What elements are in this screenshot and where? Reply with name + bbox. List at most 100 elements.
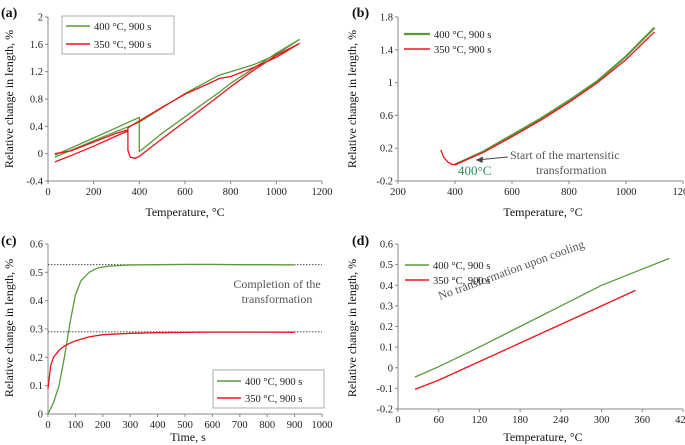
- panel-label-d: (d): [352, 234, 369, 249]
- panel-a-ytick-label-1: 0: [38, 149, 43, 160]
- panel-a-xtick-label-4: 800: [223, 187, 239, 198]
- panel-d-xtick-label-0: 0: [395, 415, 400, 426]
- panel-d-ytick-label-8: 0.6: [380, 240, 393, 251]
- panel-b-annotation-line1: Start of the martensitic: [510, 148, 620, 162]
- panel-d-legend-350: 350 °C, 900 s: [433, 276, 490, 287]
- panel-d-ytick-label-0: -0.2: [376, 405, 393, 416]
- panel-c-ytick-label-5: 0.5: [30, 268, 43, 279]
- panel-a-ytick-label-0: -0.4: [26, 177, 43, 188]
- panel-d-xtick-label-6: 360: [634, 415, 650, 426]
- panel-c-xtick-label-0: 0: [45, 420, 50, 431]
- panel-a-legend-350: 350 °C, 900 s: [94, 40, 151, 51]
- panel-a-xtick-label-6: 1200: [312, 187, 333, 198]
- panel-b-xtick-label-3: 800: [561, 187, 577, 198]
- panel-d-legend-400: 400 °C, 900 s: [433, 261, 490, 272]
- panel-b-series-400: [454, 26, 656, 166]
- panel-a-ytick-label-6: 2: [38, 13, 43, 24]
- panel-c-ytick-label-6: 0.6: [30, 240, 43, 251]
- panel-a-xtick-label-3: 600: [177, 187, 193, 198]
- panel-b-xtick-label-1: 400: [447, 187, 463, 198]
- panel-a-xtick-label-5: 1000: [266, 187, 287, 198]
- panel-c-ytick-label-4: 0.4: [30, 296, 44, 307]
- panel-b-xtick-label-5: 1200: [673, 187, 685, 198]
- panel-d-ytick-label-4: 0.2: [380, 322, 393, 333]
- panel-b: 200 400 600 800 1000 1200 -0.2 0.2 0.6 1 1.4 1.8 Te…: [345, 13, 685, 220]
- panel-b-arrow-head: [476, 156, 483, 163]
- panel-d-series-400: [414, 257, 670, 378]
- panel-c-xlabel: Time, s: [170, 430, 206, 444]
- panel-a-series-400: [54, 38, 300, 158]
- panel-d-xtick-label-2: 120: [472, 415, 488, 426]
- panel-c: 0 100 200 300 400 500 600 700 800 900 1000 0 0.1 0.2 0…: [2, 240, 333, 445]
- panel-c-ytick-label-2: 0.2: [30, 353, 43, 364]
- panel-c-xtick-label-5: 500: [177, 420, 193, 431]
- panel-c-series-350: [47, 331, 295, 389]
- panel-c-plot: 0 100 200 300 400 500 600 700 800 900 1000 0 0.1 0.2 0…: [30, 240, 333, 432]
- panel-c-ytick-label-1: 0.1: [30, 381, 43, 392]
- panel-a-ytick-label-5: 1.6: [30, 40, 43, 51]
- panel-c-ytick-label-3: 0.3: [30, 325, 43, 336]
- panel-d-xtick-label-1: 60: [433, 415, 444, 426]
- panel-c-xtick-label-3: 300: [122, 420, 138, 431]
- panel-b-series-350: [440, 31, 655, 166]
- panel-c-ylabel: Relative change in length, %: [2, 259, 16, 397]
- panel-b-annotation-line2: transformation: [536, 163, 607, 177]
- panel-label-a: (a): [1, 6, 18, 21]
- panel-c-xtick-label-10: 1000: [312, 420, 333, 431]
- panel-d-ytick-label-6: 0.4: [380, 281, 394, 292]
- panel-d-series-350: [414, 289, 636, 391]
- panel-d-ytick-label-3: 0.1: [380, 343, 393, 354]
- panel-d-ytick-label-1: -0.1: [376, 384, 393, 395]
- panel-a-ytick-label-3: 0.8: [30, 95, 43, 106]
- panel-a-legend-box: [61, 15, 175, 55]
- panel-a-xtick-label-2: 400: [131, 187, 147, 198]
- panel-a-ytick-label-4: 1.2: [30, 67, 43, 78]
- panel-d-xlabel: Temperature, °C: [503, 430, 582, 444]
- panel-c-xtick-label-4: 400: [150, 420, 166, 431]
- panel-a: 0 200 400 600 800 1000 1200-0.400.40.81.21.62 …: [2, 13, 333, 220]
- panel-b-plot: 200 400 600 800 1000 1200 -0.2 0.2 0.6 1 1.4 1.8: [376, 13, 685, 199]
- panel-d-ytick-label-2: 0: [388, 363, 393, 374]
- panel-c-xtick-label-6: 600: [205, 420, 221, 431]
- panel-d-legend: 400 °C, 900 s 350 °C, 900 s: [405, 261, 490, 287]
- panel-c-xtick-label-9: 900: [287, 420, 303, 431]
- panel-d-xtick-label-3: 180: [512, 415, 528, 426]
- panel-c-legend: 400 °C, 900 s 350 °C, 900 s: [212, 369, 325, 409]
- panel-a-xlabel: Temperature, °C: [145, 205, 224, 219]
- panel-b-annotation-start: Start of the martensitic transformation: [510, 148, 623, 177]
- panel-b-xtick-label-0: 200: [390, 187, 406, 198]
- panel-c-series-400: [47, 263, 295, 415]
- panel-b-ytick-label-1: 0.2: [380, 144, 393, 155]
- panel-d-xtick-label-5: 300: [594, 415, 610, 426]
- panel-b-ytick-label-2: 0.6: [380, 111, 393, 122]
- panel-b-ytick-label-0: -0.2: [376, 177, 393, 188]
- panel-a-legend: 400 °C, 900 s 350 °C, 900 s: [61, 15, 175, 55]
- panel-d: 0 60 120 180 240 300 360 420 -0.2 -0.1 0 0.1 0.2 0.3 0…: [345, 237, 685, 444]
- panel-c-legend-box: [212, 369, 325, 409]
- panel-a-ylabel: Relative change in length, %: [2, 30, 16, 168]
- panel-a-legend-400: 400 °C, 900 s: [94, 22, 151, 33]
- panel-b-xtick-label-2: 600: [504, 187, 520, 198]
- panel-b-xlabel: Temperature, °C: [503, 205, 582, 219]
- panel-c-legend-400: 400 °C, 900 s: [245, 377, 302, 388]
- panel-a-plot: 0 200 400 600 800 1000 1200-0.400.40.81.21.62: [26, 13, 332, 199]
- panel-label-c: (c): [1, 234, 17, 249]
- panel-c-xtick-label-2: 200: [95, 420, 111, 431]
- panel-a-series-350: [54, 42, 300, 163]
- panel-b-ytick-label-4: 1.4: [380, 45, 394, 56]
- panel-c-xtick-label-7: 700: [232, 420, 248, 431]
- panel-a-ytick-label-2: 0.4: [30, 122, 44, 133]
- panel-label-b: (b): [352, 6, 369, 21]
- panel-d-plot: 0 60 120 180 240 300 360 420 -0.2 -0.1 0 0.1 0.2 0.3 0…: [376, 240, 685, 427]
- panel-b-xtick-label-4: 1000: [616, 187, 637, 198]
- panel-d-xtick-label-7: 420: [675, 415, 685, 426]
- panel-c-annotation-line1: Completion of the: [233, 277, 320, 291]
- panel-c-annotation-line2: transformation: [242, 292, 313, 306]
- panel-b-annotation-400c: 400°C: [458, 163, 491, 178]
- panel-d-ytick-label-7: 0.5: [380, 260, 393, 271]
- panel-b-legend: 400 °C, 900 s 350 °C, 900 s: [404, 30, 491, 56]
- panel-b-legend-400: 400 °C, 900 s: [434, 30, 491, 41]
- panel-b-legend-350: 350 °C, 900 s: [434, 45, 491, 56]
- panel-c-xtick-label-1: 100: [68, 420, 84, 431]
